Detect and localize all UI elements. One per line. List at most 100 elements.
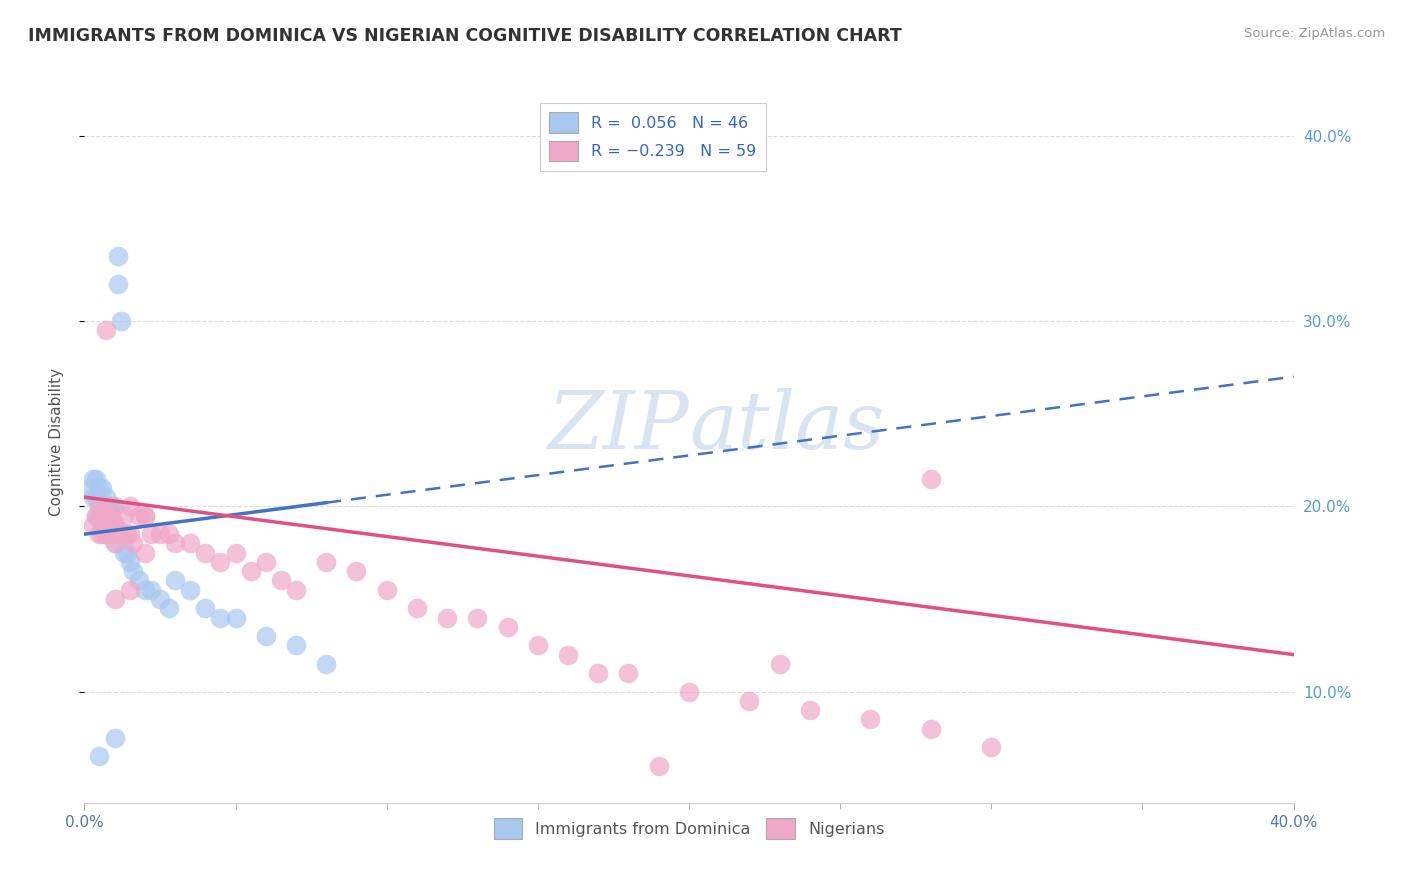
Point	[121, 536, 143, 550]
Point	[118, 582, 141, 597]
Point	[107, 527, 129, 541]
Point	[436, 610, 458, 624]
Point	[86, 472, 108, 486]
Point	[617, 666, 640, 681]
Point	[859, 713, 882, 727]
Point	[157, 601, 180, 615]
Point	[134, 508, 156, 523]
Point	[91, 500, 114, 514]
Point	[118, 527, 141, 541]
Point	[89, 481, 111, 495]
Point	[97, 500, 120, 514]
Point	[254, 555, 277, 569]
Point	[115, 527, 138, 541]
Text: atlas: atlas	[689, 388, 884, 466]
Point	[346, 564, 368, 578]
Point	[270, 574, 292, 588]
Point	[139, 582, 162, 597]
Point	[496, 620, 519, 634]
Y-axis label: Cognitive Disability: Cognitive Disability	[49, 368, 63, 516]
Point	[91, 508, 114, 523]
Point	[107, 249, 129, 263]
Point	[89, 527, 111, 541]
Text: IMMIGRANTS FROM DOMINICA VS NIGERIAN COGNITIVE DISABILITY CORRELATION CHART: IMMIGRANTS FROM DOMINICA VS NIGERIAN COG…	[28, 27, 901, 45]
Point	[118, 555, 141, 569]
Point	[104, 731, 127, 745]
Point	[94, 490, 117, 504]
Point	[94, 508, 117, 523]
Point	[97, 508, 120, 523]
Point	[209, 555, 232, 569]
Point	[112, 546, 135, 560]
Point	[100, 508, 122, 523]
Point	[179, 582, 201, 597]
Point	[527, 638, 550, 652]
Point	[94, 527, 117, 541]
Point	[86, 508, 108, 523]
Point	[104, 592, 127, 607]
Point	[128, 508, 150, 523]
Point	[100, 500, 122, 514]
Point	[97, 527, 120, 541]
Point	[209, 610, 232, 624]
Point	[225, 546, 247, 560]
Point	[89, 500, 111, 514]
Point	[100, 517, 122, 532]
Point	[79, 481, 101, 495]
Point	[86, 508, 108, 523]
Point	[97, 517, 120, 532]
Point	[134, 508, 156, 523]
Point	[149, 527, 172, 541]
Point	[112, 508, 135, 523]
Point	[315, 555, 337, 569]
Point	[89, 508, 111, 523]
Point	[104, 500, 127, 514]
Point	[91, 527, 114, 541]
Point	[648, 758, 671, 772]
Point	[406, 601, 429, 615]
Point	[225, 610, 247, 624]
Point	[115, 546, 138, 560]
Point	[128, 574, 150, 588]
Point	[799, 703, 821, 717]
Point	[94, 323, 117, 337]
Point	[110, 314, 132, 328]
Point	[315, 657, 337, 671]
Point	[239, 564, 262, 578]
Point	[588, 666, 610, 681]
Point	[110, 527, 132, 541]
Point	[100, 527, 122, 541]
Point	[121, 564, 143, 578]
Point	[254, 629, 277, 643]
Point	[107, 277, 129, 291]
Point	[139, 527, 162, 541]
Point	[134, 546, 156, 560]
Point	[100, 527, 122, 541]
Legend: Immigrants from Dominica, Nigerians: Immigrants from Dominica, Nigerians	[486, 812, 891, 846]
Point	[104, 517, 127, 532]
Point	[920, 722, 942, 736]
Point	[375, 582, 398, 597]
Point	[285, 638, 308, 652]
Point	[104, 517, 127, 532]
Point	[557, 648, 579, 662]
Point	[157, 527, 180, 541]
Text: Source: ZipAtlas.com: Source: ZipAtlas.com	[1244, 27, 1385, 40]
Point	[194, 601, 217, 615]
Point	[91, 517, 114, 532]
Point	[179, 536, 201, 550]
Point	[82, 490, 104, 504]
Point	[89, 749, 111, 764]
Point	[104, 536, 127, 550]
Point	[91, 481, 114, 495]
Point	[738, 694, 761, 708]
Point	[678, 684, 700, 698]
Point	[149, 592, 172, 607]
Point	[134, 582, 156, 597]
Text: ZIP: ZIP	[547, 388, 689, 466]
Point	[194, 546, 217, 560]
Point	[980, 740, 1002, 755]
Point	[82, 517, 104, 532]
Point	[467, 610, 489, 624]
Point	[165, 536, 187, 550]
